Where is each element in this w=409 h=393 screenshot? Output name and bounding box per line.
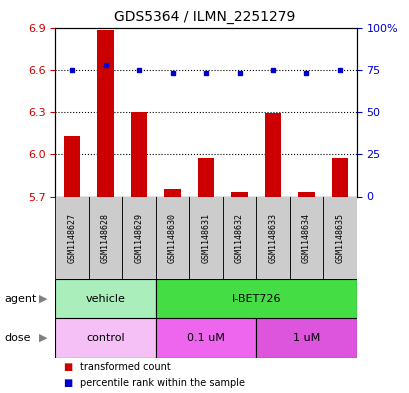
Bar	[197, 158, 214, 196]
Text: control: control	[86, 333, 125, 343]
Text: GSM1148635: GSM1148635	[335, 213, 344, 263]
Text: ▶: ▶	[39, 333, 47, 343]
Bar	[63, 136, 80, 196]
FancyBboxPatch shape	[322, 196, 356, 279]
Bar	[97, 30, 114, 196]
Text: agent: agent	[4, 294, 36, 304]
FancyBboxPatch shape	[122, 196, 155, 279]
Text: GSM1148634: GSM1148634	[301, 213, 310, 263]
FancyBboxPatch shape	[256, 196, 289, 279]
Text: percentile rank within the sample: percentile rank within the sample	[80, 378, 244, 388]
Bar	[264, 114, 281, 196]
Bar	[130, 112, 147, 196]
FancyBboxPatch shape	[222, 196, 256, 279]
Text: GSM1148628: GSM1148628	[101, 213, 110, 263]
Text: GSM1148632: GSM1148632	[234, 213, 243, 263]
FancyBboxPatch shape	[55, 196, 89, 279]
FancyBboxPatch shape	[189, 196, 222, 279]
Bar	[164, 189, 180, 196]
FancyBboxPatch shape	[155, 196, 189, 279]
Text: GSM1148633: GSM1148633	[268, 213, 277, 263]
FancyBboxPatch shape	[55, 318, 155, 358]
Text: I-BET726: I-BET726	[231, 294, 280, 304]
FancyBboxPatch shape	[89, 196, 122, 279]
FancyBboxPatch shape	[155, 318, 256, 358]
Text: ▶: ▶	[39, 294, 47, 304]
Text: dose: dose	[4, 333, 31, 343]
Text: GSM1148630: GSM1148630	[168, 213, 177, 263]
Bar	[231, 192, 247, 196]
Text: ■: ■	[63, 362, 73, 373]
FancyBboxPatch shape	[256, 318, 356, 358]
FancyBboxPatch shape	[155, 279, 356, 318]
Text: 1 uM: 1 uM	[292, 333, 319, 343]
Text: GDS5364 / ILMN_2251279: GDS5364 / ILMN_2251279	[114, 10, 295, 24]
Text: 0.1 uM: 0.1 uM	[187, 333, 225, 343]
Text: GSM1148631: GSM1148631	[201, 213, 210, 263]
FancyBboxPatch shape	[55, 279, 155, 318]
Text: transformed count: transformed count	[80, 362, 170, 373]
Text: vehicle: vehicle	[85, 294, 125, 304]
Text: GSM1148629: GSM1148629	[134, 213, 143, 263]
Bar	[297, 192, 314, 196]
Text: ■: ■	[63, 378, 73, 388]
Bar	[331, 158, 348, 196]
Text: GSM1148627: GSM1148627	[67, 213, 76, 263]
FancyBboxPatch shape	[289, 196, 322, 279]
